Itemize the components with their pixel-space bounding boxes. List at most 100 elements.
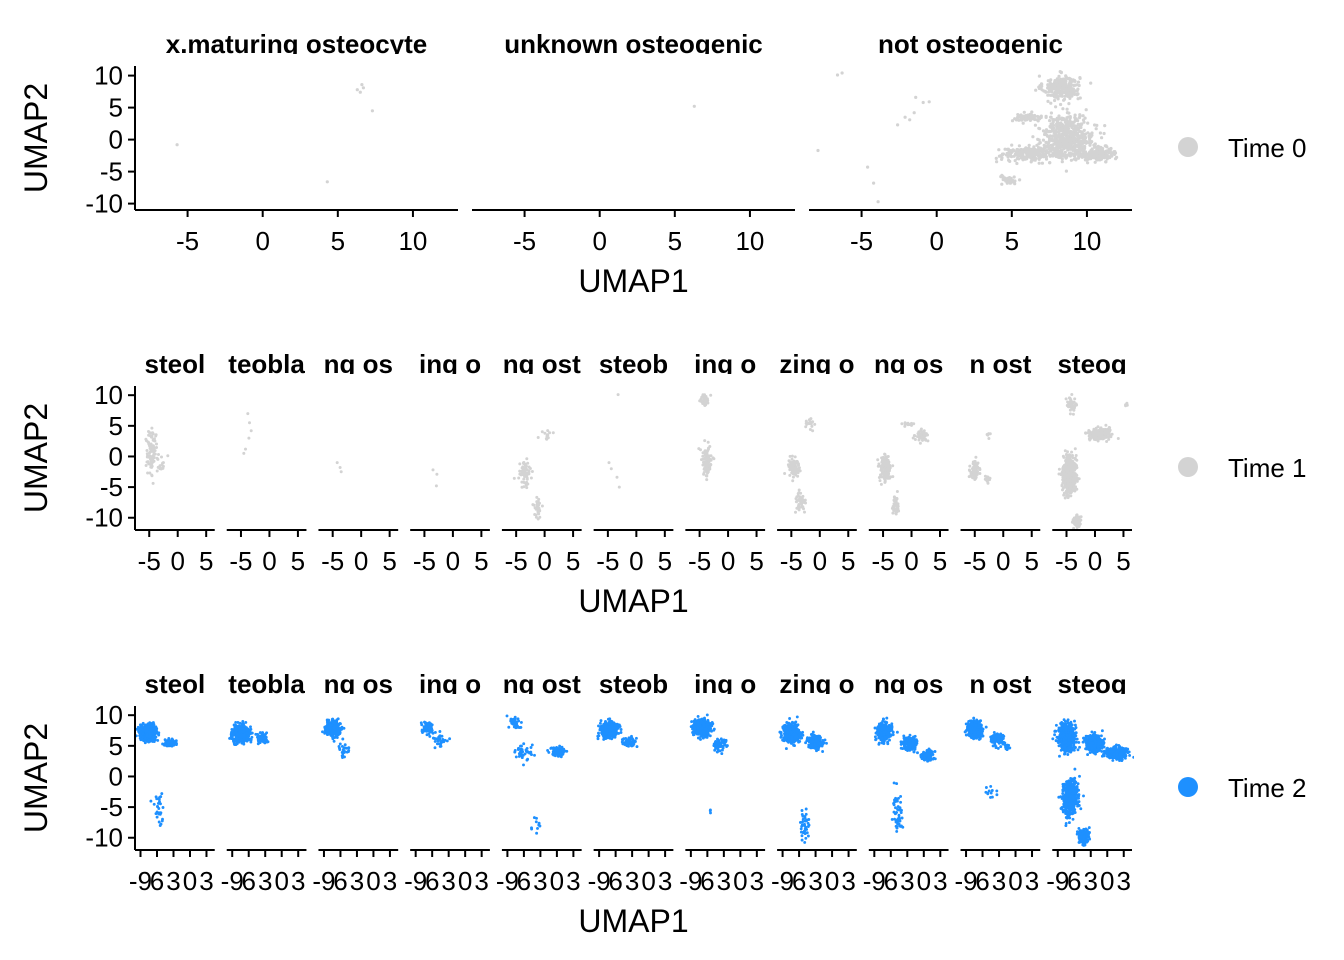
data-point bbox=[159, 822, 163, 826]
data-point bbox=[1051, 120, 1055, 124]
data-point bbox=[1029, 153, 1033, 157]
data-point bbox=[242, 724, 246, 728]
data-point bbox=[1037, 74, 1041, 78]
data-point bbox=[1018, 150, 1023, 154]
data-point bbox=[547, 750, 551, 754]
data-point bbox=[525, 486, 529, 490]
data-point bbox=[709, 454, 713, 458]
data-point bbox=[546, 433, 550, 437]
data-point bbox=[261, 731, 265, 735]
data-point bbox=[1039, 86, 1043, 90]
data-point bbox=[894, 511, 898, 515]
data-point bbox=[338, 742, 342, 746]
data-point bbox=[155, 469, 159, 473]
data-point bbox=[1070, 460, 1074, 463]
data-point bbox=[535, 831, 539, 835]
data-point bbox=[1084, 140, 1089, 144]
data-point bbox=[1064, 169, 1068, 173]
data-point bbox=[1009, 155, 1014, 159]
data-point bbox=[1056, 154, 1060, 158]
data-point bbox=[876, 200, 880, 204]
data-point bbox=[244, 447, 247, 451]
data-point bbox=[149, 725, 153, 729]
data-point bbox=[333, 721, 336, 725]
data-point bbox=[522, 485, 526, 489]
data-point bbox=[615, 475, 619, 479]
data-point bbox=[1060, 157, 1064, 161]
data-point bbox=[161, 806, 165, 809]
data-point bbox=[1043, 132, 1047, 137]
data-point bbox=[1015, 147, 1019, 152]
data-point bbox=[361, 86, 365, 90]
data-point bbox=[516, 717, 520, 721]
data-point bbox=[1068, 151, 1072, 155]
data-point bbox=[968, 464, 972, 468]
data-point bbox=[1059, 102, 1063, 107]
data-point bbox=[1065, 490, 1068, 494]
data-point bbox=[510, 721, 514, 725]
data-point bbox=[554, 751, 558, 755]
data-point bbox=[262, 736, 266, 740]
data-point bbox=[701, 463, 705, 467]
data-point bbox=[234, 720, 238, 724]
data-point bbox=[435, 742, 439, 746]
data-point bbox=[1048, 130, 1052, 134]
data-point bbox=[706, 471, 709, 475]
data-point bbox=[143, 723, 147, 727]
data-point bbox=[1105, 149, 1109, 153]
data-point bbox=[337, 729, 341, 733]
data-point bbox=[607, 461, 611, 465]
facet-points bbox=[512, 429, 555, 521]
data-point bbox=[1046, 83, 1050, 88]
data-point bbox=[1071, 468, 1075, 472]
data-point bbox=[156, 805, 160, 809]
data-point bbox=[540, 430, 544, 434]
data-point bbox=[1065, 135, 1069, 139]
data-point bbox=[797, 488, 801, 492]
data-point bbox=[913, 438, 917, 441]
data-point bbox=[783, 472, 787, 475]
data-point bbox=[1077, 145, 1081, 149]
data-point bbox=[1065, 153, 1069, 158]
data-point bbox=[1066, 128, 1070, 132]
data-point bbox=[1087, 135, 1091, 139]
data-point bbox=[1072, 146, 1076, 150]
data-point bbox=[143, 741, 147, 745]
data-point bbox=[525, 758, 529, 762]
data-point bbox=[903, 115, 907, 119]
data-point bbox=[1087, 431, 1091, 435]
data-point bbox=[1098, 131, 1102, 135]
data-point bbox=[154, 434, 158, 438]
data-point bbox=[328, 726, 332, 730]
data-point bbox=[521, 465, 525, 469]
data-point bbox=[1078, 113, 1082, 117]
data-point bbox=[338, 746, 341, 750]
data-point bbox=[1095, 123, 1099, 127]
data-point bbox=[1090, 147, 1094, 151]
data-point bbox=[512, 723, 516, 727]
data-point bbox=[259, 736, 263, 740]
data-point bbox=[512, 476, 516, 480]
data-point bbox=[1097, 154, 1101, 158]
data-point bbox=[908, 118, 912, 122]
data-point bbox=[1053, 95, 1057, 99]
data-point bbox=[809, 417, 813, 421]
data-point bbox=[972, 475, 976, 479]
data-point bbox=[1107, 430, 1111, 434]
data-point bbox=[813, 422, 817, 426]
data-point bbox=[327, 732, 331, 736]
data-point bbox=[616, 393, 620, 397]
data-point bbox=[1063, 481, 1067, 485]
data-point bbox=[1072, 78, 1077, 83]
data-point bbox=[149, 729, 153, 733]
data-point bbox=[1032, 145, 1036, 149]
data-point bbox=[232, 739, 236, 743]
data-point bbox=[1080, 142, 1085, 146]
data-point bbox=[1072, 124, 1076, 128]
data-point bbox=[1056, 88, 1060, 92]
data-point bbox=[882, 459, 886, 463]
data-point bbox=[703, 466, 707, 470]
data-point bbox=[1013, 152, 1017, 156]
data-point bbox=[250, 735, 254, 739]
